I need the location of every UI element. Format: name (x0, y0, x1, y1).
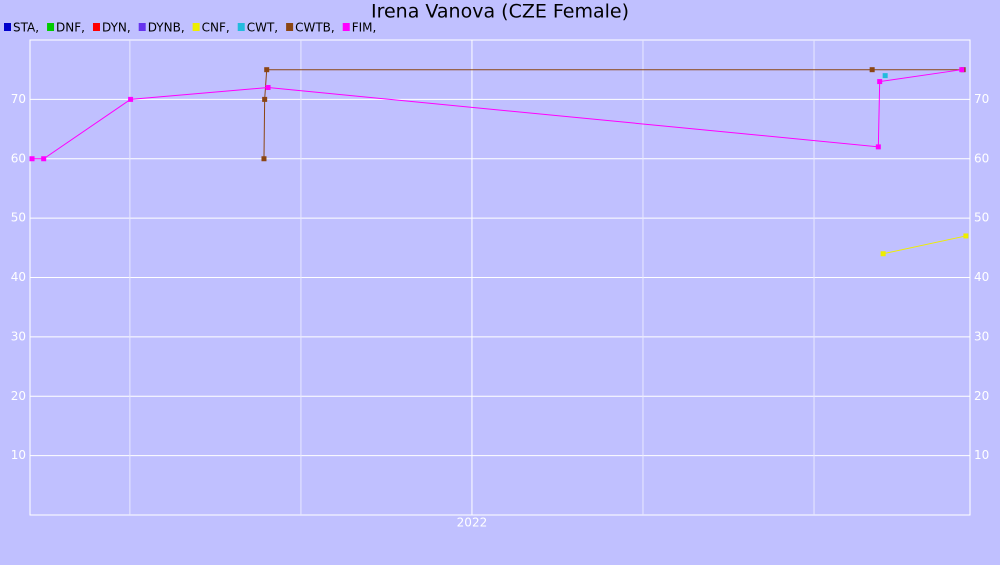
y2-tick-label: 30 (974, 329, 989, 343)
legend-label: FIM, (352, 21, 377, 35)
legend-label: DYN, (102, 21, 131, 35)
x-tick-label: 2022 (457, 516, 488, 530)
legend-label: DYNB, (148, 21, 185, 35)
y2-tick-label: 10 (974, 448, 989, 462)
data-point (262, 96, 268, 102)
y2-tick-label: 60 (974, 151, 989, 165)
data-point (880, 251, 886, 257)
y-tick-label: 60 (11, 151, 26, 165)
legend-label: CNF, (202, 21, 230, 35)
data-point (877, 79, 883, 85)
chart-title: Irena Vanova (CZE Female) (371, 1, 629, 23)
data-point (261, 156, 267, 162)
legend-label: DNF, (56, 21, 85, 35)
legend-swatch (4, 23, 11, 31)
legend-swatch (286, 23, 294, 31)
legend-swatch (47, 23, 55, 31)
data-point (963, 233, 969, 239)
data-point (265, 85, 271, 90)
legend-label: STA, (13, 21, 39, 35)
data-point (882, 73, 888, 79)
y2-tick-label: 50 (974, 211, 989, 225)
data-point (959, 67, 965, 73)
y2-tick-label: 70 (974, 92, 989, 106)
data-point (29, 156, 35, 162)
data-point (875, 144, 881, 150)
legend-swatch (192, 23, 200, 31)
data-point (264, 67, 270, 73)
y-tick-label: 30 (11, 329, 26, 343)
legend-label: CWTB, (295, 21, 335, 35)
legend-swatch (237, 23, 245, 31)
legend-swatch (138, 23, 146, 31)
legend-swatch (342, 23, 350, 31)
data-point (128, 96, 134, 102)
legend-swatch (92, 23, 100, 31)
y2-tick-label: 20 (974, 389, 989, 403)
data-point (869, 67, 875, 73)
y-tick-label: 10 (11, 448, 26, 462)
y-tick-label: 70 (11, 92, 26, 106)
data-point (41, 156, 47, 162)
series-line (883, 235, 967, 255)
y2-tick-label: 40 (974, 270, 989, 284)
y-tick-label: 40 (11, 270, 26, 284)
legend-label: CWT, (247, 21, 278, 35)
y-tick-label: 50 (11, 211, 26, 225)
y-tick-label: 20 (11, 389, 26, 403)
